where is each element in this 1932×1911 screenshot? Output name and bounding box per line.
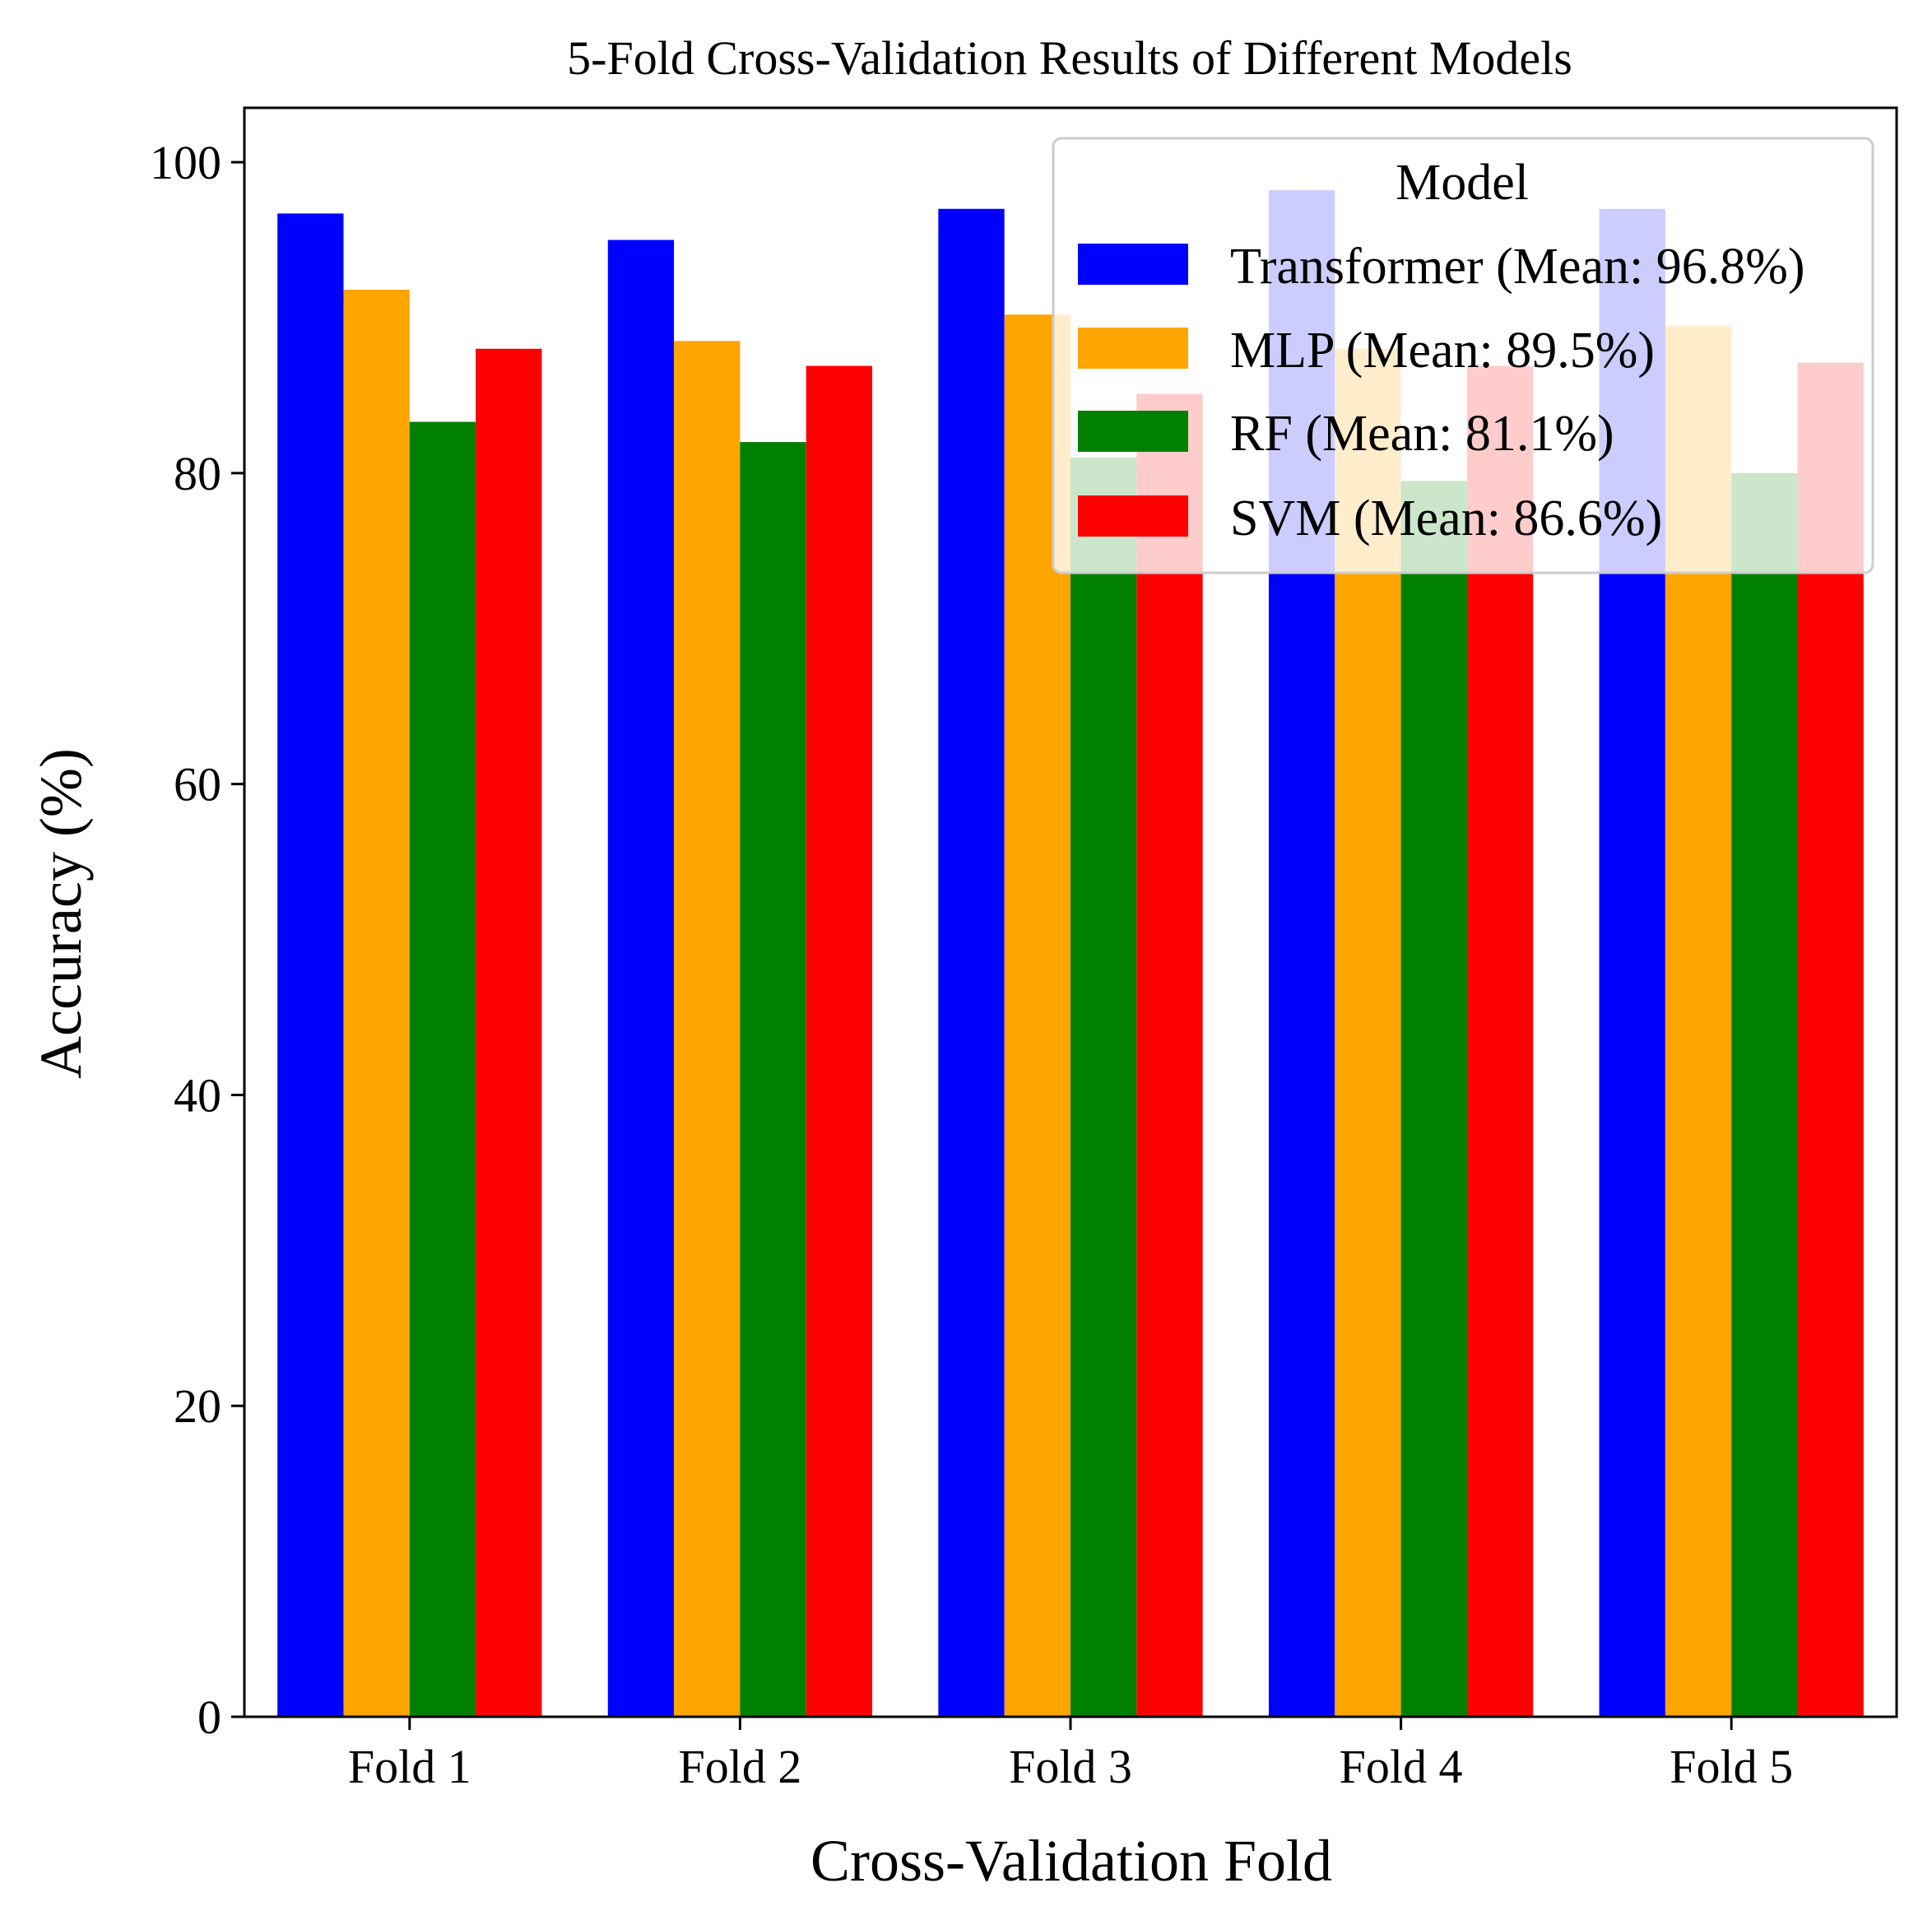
- y-tick-label: 80: [174, 447, 221, 500]
- bar-rf-fold-5: [1731, 472, 1798, 1717]
- legend-swatch-mlp: [1078, 328, 1188, 369]
- bar-transformer-fold-2: [607, 239, 675, 1717]
- legend-swatch-svm: [1078, 495, 1188, 537]
- y-axis-label: Accuracy (%): [28, 748, 94, 1079]
- legend-title: Model: [1396, 155, 1529, 211]
- bar-transformer-fold-1: [277, 213, 344, 1718]
- chart-title: 5-Fold Cross-Validation Results of Diffe…: [567, 31, 1572, 85]
- x-axis-label: Cross-Validation Fold: [810, 1828, 1332, 1894]
- bar-svm-fold-4: [1466, 365, 1534, 1717]
- y-tick-label: 20: [174, 1379, 221, 1433]
- bar-rf-fold-3: [1070, 458, 1137, 1717]
- bar-rf-fold-1: [409, 421, 476, 1717]
- legend-swatch-transformer: [1078, 244, 1188, 285]
- bar-transformer-fold-3: [938, 208, 1005, 1717]
- bar-rf-fold-2: [740, 442, 806, 1717]
- bar-mlp-fold-4: [1335, 348, 1401, 1717]
- legend-box: [1052, 137, 1874, 574]
- bars-layer: [277, 190, 1864, 1718]
- bar-svm-fold-2: [806, 365, 873, 1717]
- bar-svm-fold-3: [1136, 393, 1203, 1717]
- bar-svm-fold-5: [1797, 362, 1864, 1717]
- legend-swatch-rf: [1078, 411, 1188, 452]
- x-tick-label: Fold 4: [1340, 1740, 1463, 1793]
- legend-label-transformer: Transformer (Mean: 96.8%): [1230, 239, 1805, 295]
- x-tick-label: Fold 3: [1009, 1740, 1132, 1793]
- y-tick-label: 60: [174, 758, 221, 811]
- x-tick-label: Fold 5: [1670, 1740, 1793, 1793]
- x-tick-label: Fold 2: [678, 1740, 801, 1793]
- bar-svm-fold-1: [476, 348, 542, 1717]
- bar-mlp-fold-2: [674, 341, 741, 1718]
- y-tick-label: 0: [197, 1690, 221, 1744]
- legend-label-mlp: MLP (Mean: 89.5%): [1230, 323, 1655, 379]
- legend-label-svm: SVM (Mean: 86.6%): [1230, 491, 1662, 546]
- y-tick-label: 40: [174, 1068, 221, 1122]
- legend: Model Transformer (Mean: 96.8%) MLP (Mean:…: [1052, 137, 1874, 574]
- y-tick-label: 100: [150, 136, 221, 189]
- bar-mlp-fold-1: [343, 290, 410, 1717]
- x-tick-label: Fold 1: [348, 1740, 471, 1793]
- bar-rf-fold-4: [1400, 481, 1467, 1717]
- legend-label-rf: RF (Mean: 81.1%): [1230, 406, 1614, 462]
- axes-layer: 0 20 40 60 80 100 Fold 1 Fold 2 Fold 3 Fold 4 Fold…: [150, 106, 1898, 1793]
